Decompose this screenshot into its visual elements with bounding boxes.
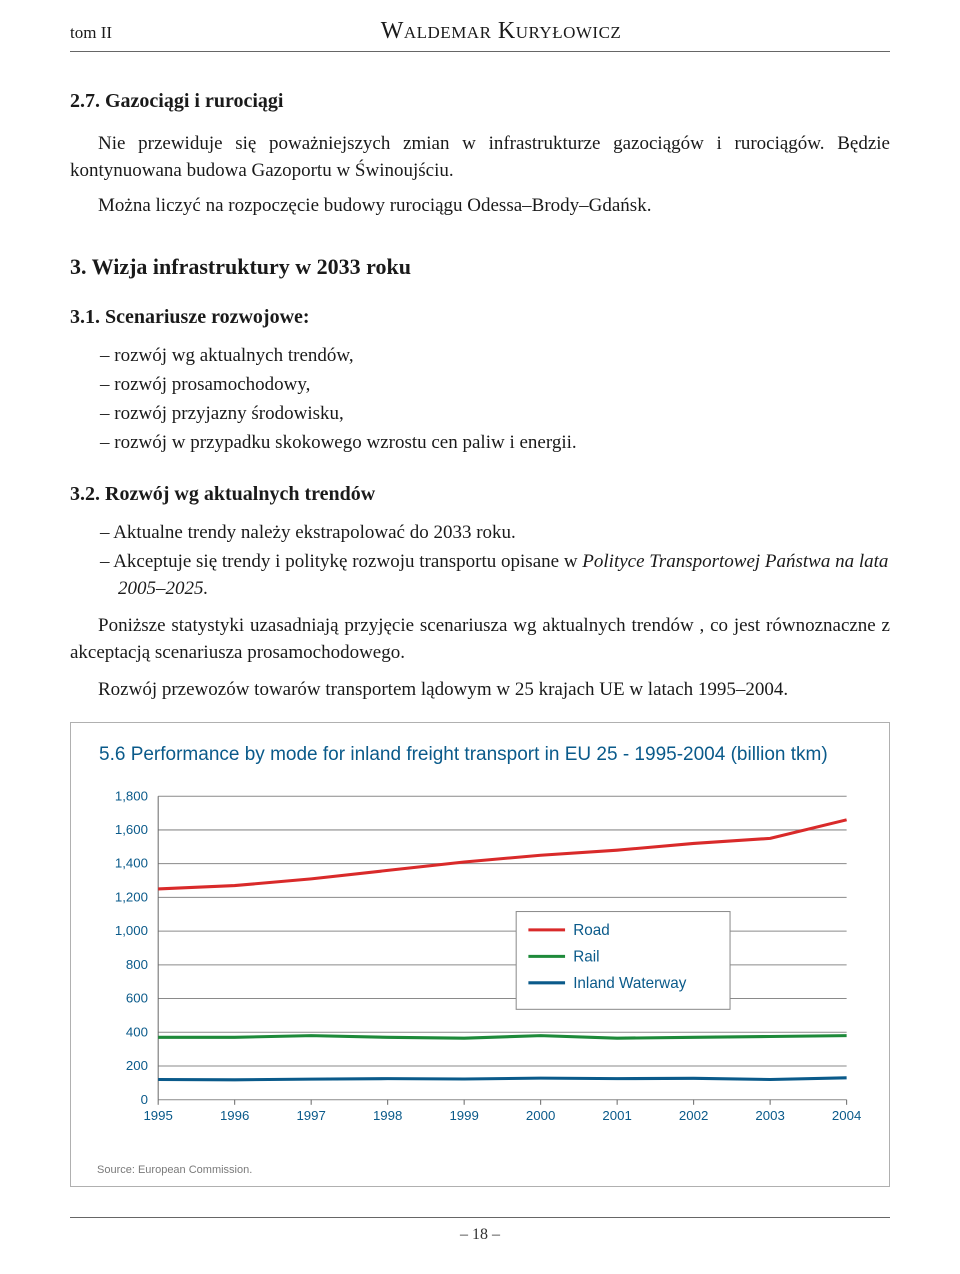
heading-3: 3. Wizja infrastruktury w 2033 roku <box>70 254 890 280</box>
heading-2-7: 2.7. Gazociągi i rurociągi <box>70 90 890 113</box>
paragraph: Poniższe statystyki uzasadniają przyjęci… <box>70 613 890 667</box>
page-number: – 18 – <box>70 1226 890 1244</box>
svg-text:200: 200 <box>126 1058 148 1073</box>
svg-text:2000: 2000 <box>526 1108 555 1123</box>
list-item: rozwój w przypadku skokowego wzrostu cen… <box>70 430 890 457</box>
list-item: rozwój przyjazny środowisku, <box>70 401 890 428</box>
svg-text:2001: 2001 <box>602 1108 631 1123</box>
svg-text:2002: 2002 <box>679 1108 708 1123</box>
scenario-list: rozwój wg aktualnych trendów, rozwój pro… <box>70 343 890 457</box>
chart-container: 5.6 Performance by mode for inland freig… <box>70 722 890 1187</box>
chart-title: 5.6 Performance by mode for inland freig… <box>99 741 861 769</box>
svg-text:2004: 2004 <box>832 1108 861 1123</box>
svg-text:1995: 1995 <box>143 1108 172 1123</box>
svg-text:Inland Waterway: Inland Waterway <box>573 975 686 992</box>
page-header: tom II Waldemar Kuryłowicz <box>70 18 890 52</box>
list-item: rozwój wg aktualnych trendów, <box>70 343 890 370</box>
footer-rule <box>70 1217 890 1218</box>
chart-source: Source: European Commission. <box>97 1164 867 1176</box>
svg-text:Road: Road <box>573 922 609 939</box>
list-item: rozwój prosamochodowy, <box>70 372 890 399</box>
svg-text:1,200: 1,200 <box>115 890 148 905</box>
trend-list: Aktualne trendy należy ekstrapolować do … <box>70 520 890 603</box>
header-left: tom II <box>70 23 112 43</box>
svg-text:600: 600 <box>126 991 148 1006</box>
svg-text:0: 0 <box>141 1092 148 1107</box>
svg-text:1,400: 1,400 <box>115 856 148 871</box>
svg-text:1999: 1999 <box>449 1108 478 1123</box>
svg-text:1997: 1997 <box>296 1108 325 1123</box>
paragraph: Można liczyć na rozpoczęcie budowy ruroc… <box>70 193 890 220</box>
svg-text:400: 400 <box>126 1024 148 1039</box>
svg-text:1998: 1998 <box>373 1108 402 1123</box>
svg-text:1,800: 1,800 <box>115 788 148 803</box>
svg-text:1996: 1996 <box>220 1108 249 1123</box>
paragraph: Nie przewiduje się poważniejszych zmian … <box>70 131 890 185</box>
svg-text:800: 800 <box>126 957 148 972</box>
chart-svg: 0 200 400 600 800 1,000 1,200 1,400 1,600 1,800 19… <box>93 784 867 1151</box>
list-item: Akceptuje się trendy i politykę rozwoju … <box>70 549 890 603</box>
heading-3-1: 3.1. Scenariusze rozwojowe: <box>70 306 890 329</box>
svg-text:1,000: 1,000 <box>115 923 148 938</box>
chart-intro: Rozwój przewozów towarów transportem ląd… <box>70 677 890 704</box>
svg-text:2003: 2003 <box>755 1108 784 1123</box>
header-author: Waldemar Kuryłowicz <box>112 18 890 45</box>
list-item: Aktualne trendy należy ekstrapolować do … <box>70 520 890 547</box>
svg-text:Rail: Rail <box>573 949 599 966</box>
svg-text:1,600: 1,600 <box>115 822 148 837</box>
line-chart: 0 200 400 600 800 1,000 1,200 1,400 1,600 1,800 19… <box>93 784 867 1156</box>
heading-3-2: 3.2. Rozwój wg aktualnych trendów <box>70 483 890 506</box>
